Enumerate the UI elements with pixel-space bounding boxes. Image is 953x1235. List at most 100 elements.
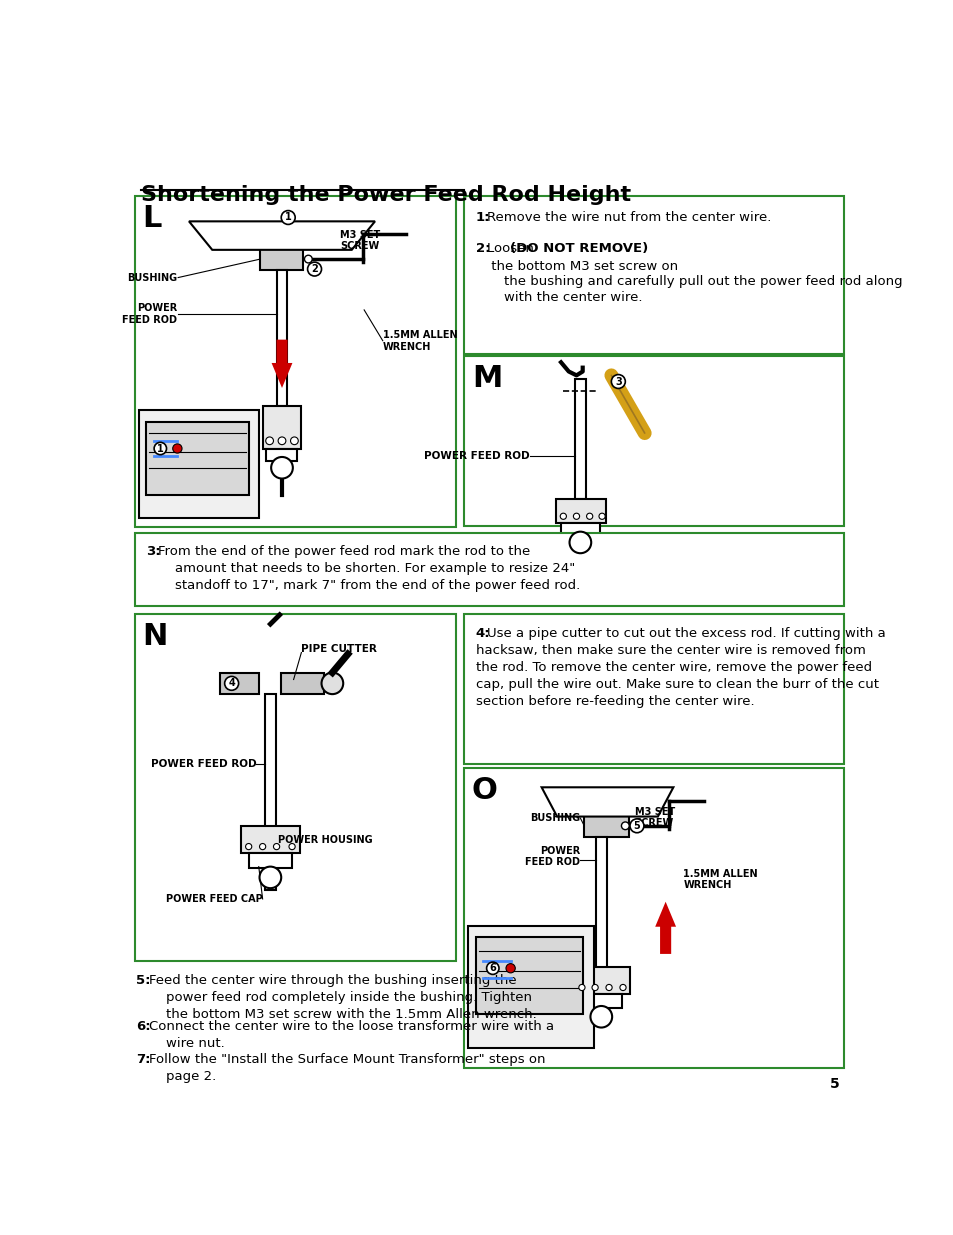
Circle shape — [611, 374, 624, 389]
FancyBboxPatch shape — [579, 994, 621, 1008]
Circle shape — [605, 984, 612, 990]
FancyBboxPatch shape — [575, 379, 585, 499]
Text: 3: 3 — [615, 377, 621, 387]
Circle shape — [259, 867, 281, 888]
Circle shape — [578, 984, 584, 990]
Circle shape — [154, 442, 167, 454]
FancyBboxPatch shape — [464, 356, 843, 526]
Text: 5: 5 — [829, 1077, 840, 1092]
Circle shape — [573, 514, 579, 520]
Text: 3:: 3: — [146, 545, 161, 558]
Text: BUSHING: BUSHING — [127, 273, 177, 283]
Circle shape — [559, 514, 566, 520]
Text: M3 SET
SCREW: M3 SET SCREW — [634, 806, 674, 829]
Text: POWER HOUSING: POWER HOUSING — [278, 835, 373, 845]
Text: wire nut.: wire nut. — [149, 1036, 224, 1050]
Circle shape — [598, 514, 604, 520]
FancyBboxPatch shape — [464, 768, 843, 1068]
Text: page 2.: page 2. — [149, 1070, 215, 1083]
Text: power feed rod completely inside the bushing. Tighten: power feed rod completely inside the bus… — [149, 990, 531, 1004]
Text: N: N — [142, 621, 168, 651]
Text: the bottom M3 set screw on: the bottom M3 set screw on — [486, 259, 677, 273]
Circle shape — [271, 457, 293, 478]
FancyBboxPatch shape — [583, 815, 629, 836]
FancyBboxPatch shape — [555, 499, 605, 524]
Circle shape — [486, 962, 498, 974]
Circle shape — [274, 844, 279, 850]
Text: M3 SET
SCREW: M3 SET SCREW — [340, 230, 380, 252]
Circle shape — [307, 262, 321, 275]
Circle shape — [592, 984, 598, 990]
Polygon shape — [541, 787, 673, 816]
FancyBboxPatch shape — [464, 196, 843, 353]
FancyBboxPatch shape — [134, 534, 843, 606]
FancyArrowPatch shape — [272, 340, 293, 388]
Text: From the end of the power feed rod mark the rod to the: From the end of the power feed rod mark … — [158, 545, 530, 558]
Text: POWER FEED ROD: POWER FEED ROD — [151, 760, 256, 769]
FancyBboxPatch shape — [260, 248, 303, 270]
Text: Loosen: Loosen — [486, 242, 537, 256]
Text: 6: 6 — [489, 963, 496, 973]
FancyBboxPatch shape — [220, 673, 258, 694]
Circle shape — [245, 844, 252, 850]
Text: BUSHING: BUSHING — [530, 813, 579, 823]
Text: Use a pipe cutter to cut out the excess rod. If cutting with a: Use a pipe cutter to cut out the excess … — [486, 627, 884, 640]
Text: 2:: 2: — [476, 242, 490, 256]
FancyBboxPatch shape — [464, 614, 843, 764]
Text: Remove the wire nut from the center wire.: Remove the wire nut from the center wire… — [486, 211, 770, 225]
Text: standoff to 17", mark 7" from the end of the power feed rod.: standoff to 17", mark 7" from the end of… — [158, 579, 579, 593]
Text: hacksaw, then make sure the center wire is removed from: hacksaw, then make sure the center wire … — [476, 645, 864, 657]
FancyBboxPatch shape — [249, 852, 292, 868]
Circle shape — [291, 437, 298, 445]
Text: cap, pull the wire out. Make sure to clean the burr of the cut: cap, pull the wire out. Make sure to cle… — [476, 678, 878, 690]
FancyBboxPatch shape — [276, 270, 287, 406]
Text: L: L — [142, 204, 162, 232]
FancyBboxPatch shape — [468, 926, 593, 1047]
FancyBboxPatch shape — [138, 410, 258, 517]
FancyBboxPatch shape — [560, 524, 599, 536]
Circle shape — [259, 844, 266, 850]
Circle shape — [620, 823, 629, 830]
Text: 5:: 5: — [136, 973, 151, 987]
Text: (DO NOT REMOVE): (DO NOT REMOVE) — [509, 242, 647, 256]
Circle shape — [281, 211, 294, 225]
Text: amount that needs to be shorten. For example to resize 24": amount that needs to be shorten. For exa… — [158, 562, 575, 576]
Text: the rod. To remove the center wire, remove the power feed: the rod. To remove the center wire, remo… — [476, 661, 871, 674]
Text: O: O — [472, 776, 497, 805]
FancyBboxPatch shape — [596, 836, 606, 987]
FancyArrowPatch shape — [655, 902, 676, 953]
Circle shape — [278, 437, 286, 445]
Circle shape — [590, 1007, 612, 1028]
Text: the bottom M3 set screw with the 1.5mm Allen wrench.: the bottom M3 set screw with the 1.5mm A… — [149, 1008, 536, 1020]
Polygon shape — [189, 221, 375, 249]
Text: Follow the "Install the Surface Mount Transformer" steps on: Follow the "Install the Surface Mount Tr… — [149, 1053, 544, 1066]
FancyBboxPatch shape — [146, 421, 249, 495]
Text: 1: 1 — [285, 212, 292, 222]
Text: 4: 4 — [228, 678, 234, 688]
Text: Connect the center wire to the loose transformer wire with a: Connect the center wire to the loose tra… — [149, 1020, 554, 1032]
Text: 6:: 6: — [136, 1020, 151, 1032]
Text: 7:: 7: — [136, 1053, 151, 1066]
Circle shape — [569, 531, 591, 553]
Text: Feed the center wire through the bushing inserting the: Feed the center wire through the bushing… — [149, 973, 516, 987]
Circle shape — [304, 256, 312, 263]
Text: POWER FEED ROD: POWER FEED ROD — [424, 451, 530, 461]
Text: 1.5MM ALLEN
WRENCH: 1.5MM ALLEN WRENCH — [382, 330, 456, 352]
Circle shape — [172, 443, 182, 453]
FancyBboxPatch shape — [241, 826, 299, 852]
Text: POWER
FEED ROD: POWER FEED ROD — [122, 303, 177, 325]
FancyBboxPatch shape — [134, 196, 456, 527]
Text: with the center wire.: with the center wire. — [486, 290, 641, 304]
FancyBboxPatch shape — [266, 448, 297, 461]
Circle shape — [266, 437, 274, 445]
Text: 5: 5 — [633, 821, 639, 831]
Text: M: M — [472, 364, 501, 393]
Text: 4:: 4: — [476, 627, 490, 640]
Text: PIPE CUTTER: PIPE CUTTER — [301, 643, 376, 653]
FancyBboxPatch shape — [476, 937, 582, 1014]
Text: POWER FEED CAP: POWER FEED CAP — [166, 894, 262, 904]
Text: 1.5MM ALLEN
WRENCH: 1.5MM ALLEN WRENCH — [682, 869, 758, 890]
Circle shape — [586, 514, 592, 520]
FancyBboxPatch shape — [281, 673, 323, 694]
Circle shape — [321, 673, 343, 694]
